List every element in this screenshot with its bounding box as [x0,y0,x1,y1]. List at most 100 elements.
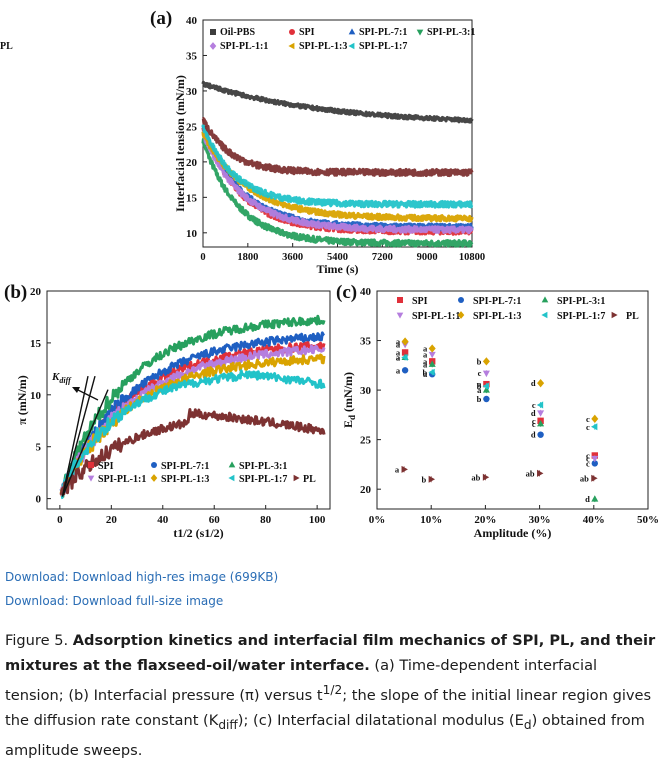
legend-label: SPI-PL-1:7 [557,311,605,322]
x-tick-label: 100 [309,514,326,526]
legend-marker [228,474,235,482]
series-line-PL [201,117,474,178]
data-point [591,455,599,463]
series-curve [201,117,474,178]
series-curve [201,137,474,248]
significance-label: c [586,458,590,468]
data-point [537,419,545,427]
significance-label: c [586,422,590,432]
data-point [482,473,490,481]
significance-label: a [423,359,428,369]
legend-label: SPI-PL-1:1 [412,311,460,322]
data-point [482,382,489,390]
y-tick-label: 15 [30,338,42,350]
caption-title: Adsorption kinetics and interfacial film… [5,632,656,674]
y-tick-label: 20 [360,484,372,496]
legend-label: SPI-PL-3:1 [427,27,475,38]
legend-marker [541,311,548,319]
series-line-SPI-PL-1:7 [60,369,326,500]
data-point [401,367,409,374]
data-point [401,337,409,346]
series-PL: ab ab ab ab [395,464,598,484]
series-line-SPI-PL-3:1 [60,314,326,493]
legend-label: SPI-PL-1:1 [98,474,146,485]
download-full-size-link[interactable]: Download: Download full-size image [5,594,224,608]
y-tick-label: 10 [30,390,42,402]
y-tick-label: 20 [186,157,198,169]
series-curve [201,124,474,209]
series-line-Oil-PBS [201,80,474,124]
data-point [591,460,598,467]
x-tick-label: 30% [529,514,551,526]
significance-label: ab [471,472,480,482]
data-point [537,378,545,388]
significance-label: a [396,340,401,350]
legend-marker [416,29,424,36]
x-tick-label: 80 [260,514,272,526]
caption-body-c: ); (c) Interfacial dilatational modulus … [237,711,524,729]
legend-marker [457,311,465,319]
series-curve [60,314,326,493]
download-high-res-link[interactable]: Download: Download high-res image (699KB… [5,570,279,584]
x-tick-label: 5400 [327,252,348,263]
significance-label: a [423,369,428,379]
significance-label: ab [580,473,589,483]
y-tick-label: 5 [36,442,42,454]
y-tick-label: 35 [186,50,198,62]
x-axis-title: Amplitude (%) [474,526,552,540]
series-line-SPI-PL-3:1 [201,137,474,248]
data-point [537,431,544,438]
x-tick-label: 10% [420,514,442,526]
legend-marker [150,474,158,482]
data-point [590,423,598,431]
legend-label: SPI-PL-1:3 [161,474,209,485]
significance-label: a [396,337,401,347]
series-line-SPI-PL-1:1 [201,133,474,235]
significance-label: a [395,464,400,474]
caption-body-d: ) obtained from amplitude sweeps. [5,711,645,759]
x-tick-label: 50% [637,514,659,526]
x-tick-label: 40 [157,514,169,526]
significance-label: d [531,408,536,418]
significance-label: a [423,349,428,359]
y-axis-title: π (mN/m) [15,375,29,425]
caption-sub-d: d [523,717,532,732]
data-point [482,357,490,366]
data-point [401,465,408,473]
kdiff-arrow [75,388,99,401]
significance-label: a [396,365,401,375]
series-curve [201,133,474,235]
x-tick-label: 3600 [282,252,303,263]
caption-sup-half: 1/2 [322,683,343,697]
significance-label: d [531,378,536,388]
significance-label: a [423,343,428,353]
data-point [482,370,490,378]
y-tick-label: 10 [186,228,198,240]
significance-label: c [532,416,536,426]
significance-label: c [532,419,536,429]
data-point [428,344,436,353]
x-tick-label: 7200 [372,252,393,263]
legend-label: SPI-PL-3:1 [557,296,605,307]
legend-marker [288,42,295,50]
panel-c-label: (c) [336,282,357,303]
significance-label: a [477,385,482,395]
series-curve [59,331,326,496]
significance-label: c [586,453,590,463]
significance-label: a [396,347,401,357]
significance-label: b [421,474,426,484]
x-tick-label: 10800 [459,252,485,263]
legend-marker [541,296,549,303]
legend-label: Oil-PBS [220,27,255,38]
legend-label: SPI-PL-1:7 [239,474,287,485]
significance-label: a [423,356,428,366]
panel-b-frame [46,290,331,510]
data-point [401,353,408,361]
series-curve [201,80,474,124]
x-tick-label: 0 [200,252,205,263]
legend-label: SPI-PL-3:1 [239,461,287,472]
legend-label: PL [303,474,316,485]
